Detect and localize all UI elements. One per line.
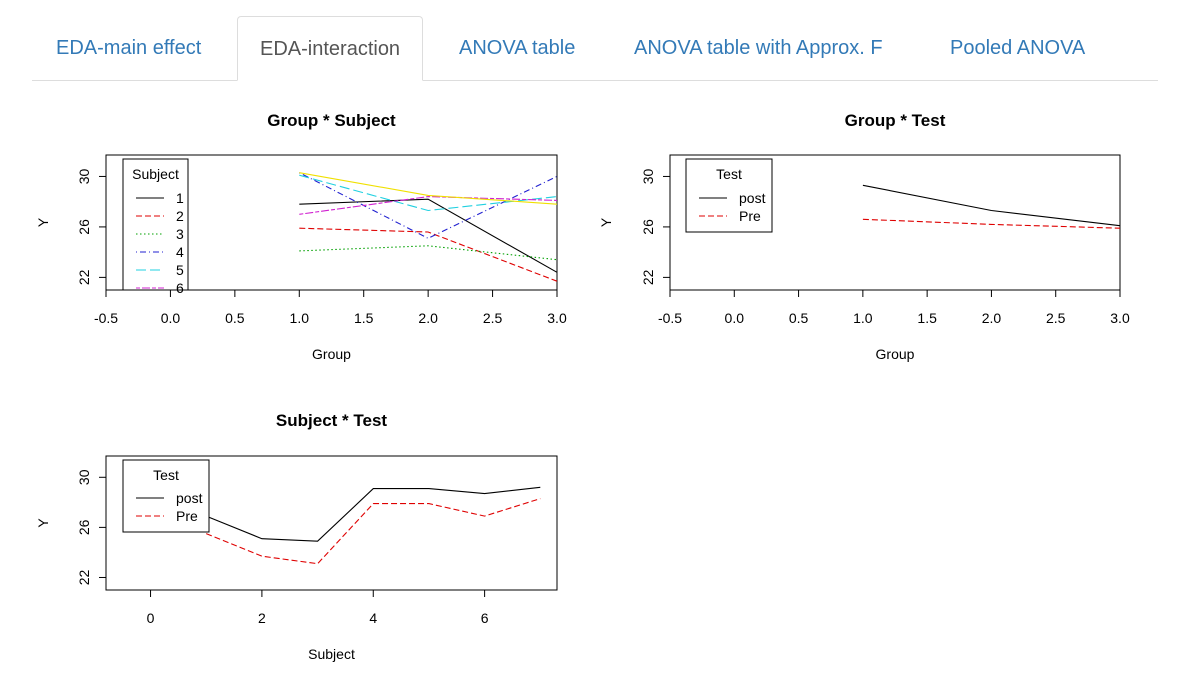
- series-line-Pre: [205, 498, 541, 565]
- tab-anova-table[interactable]: ANOVA table: [459, 37, 576, 59]
- chart-title: Subject * Test: [276, 411, 387, 430]
- series-line-extra-6: [299, 172, 558, 205]
- tab-bar: EDA-main effect EDA-interaction ANOVA ta…: [32, 16, 1158, 81]
- series-line-post: [205, 486, 541, 542]
- x-tick-label: 1.0: [290, 310, 310, 326]
- y-tick-label: 22: [76, 269, 92, 285]
- x-tick-label: 1.0: [853, 310, 873, 326]
- legend: Subject 1 2 3 4 5 6: [122, 158, 189, 296]
- plot-frame: [105, 455, 558, 591]
- x-tick-label: 0.0: [725, 310, 745, 326]
- chart-title: Group * Test: [845, 111, 946, 130]
- x-tick-label: 3.0: [1110, 310, 1130, 326]
- y-tick-label: 22: [640, 269, 656, 285]
- series-line-6: [299, 196, 558, 215]
- legend-title: Test: [716, 166, 742, 182]
- y-tick-label: 26: [76, 519, 92, 535]
- tab-eda-interaction[interactable]: EDA-interaction: [237, 16, 424, 81]
- legend: Test post Pre: [122, 459, 210, 533]
- legend-title: Subject: [132, 166, 179, 182]
- tab-anova-table-approx-f[interactable]: ANOVA table with Approx. F: [634, 37, 883, 59]
- legend-box: [685, 158, 773, 233]
- series-line-4: [299, 172, 558, 239]
- y-axis-label: Y: [598, 217, 614, 227]
- legend-entry: Pre: [176, 508, 198, 524]
- y-tick-label: 30: [76, 469, 92, 485]
- x-tick-label: 2.0: [982, 310, 1002, 326]
- tab-eda-main-effect[interactable]: EDA-main effect: [56, 37, 202, 59]
- y-tick-label: 26: [640, 219, 656, 235]
- x-tick-label: 2.0: [418, 310, 438, 326]
- x-tick-label: 0.5: [225, 310, 245, 326]
- y-tick-label: 22: [76, 569, 92, 585]
- legend-entry: 3: [176, 226, 184, 242]
- x-axis-label: Group: [312, 346, 351, 362]
- series-line-post: [862, 184, 1121, 227]
- series-line-1: [299, 198, 558, 273]
- legend-entry: 5: [176, 262, 184, 278]
- x-tick-label: -0.5: [658, 310, 682, 326]
- x-tick-label: 2: [258, 610, 266, 626]
- x-tick-label: 0.5: [789, 310, 809, 326]
- y-tick-label: 30: [76, 168, 92, 184]
- legend-box: [122, 158, 189, 291]
- plot-frame: [669, 154, 1121, 291]
- y-axis-label: Y: [35, 518, 51, 528]
- x-tick-label: 3.0: [547, 310, 567, 326]
- chart-panel-3: Subject * Test 0 2 4 6 22 26 30 Subject Y Test post…: [35, 411, 558, 662]
- series-line-Pre: [862, 218, 1121, 229]
- y-tick-label: 26: [76, 219, 92, 235]
- chart-panel-1: Group * Subject -0.5 0.0 0.5 1.0 1.5 2.0 2.5 3.0…: [35, 111, 567, 362]
- plot-frame: [105, 154, 558, 291]
- x-tick-label: 1.5: [917, 310, 937, 326]
- legend-entry: Pre: [739, 208, 761, 224]
- x-axis-label: Group: [876, 346, 915, 362]
- legend-box: [122, 459, 210, 533]
- x-tick-label: 1.5: [354, 310, 374, 326]
- x-tick-label: 6: [481, 610, 489, 626]
- chart-title: Group * Subject: [267, 111, 396, 130]
- x-tick-label: 2.5: [1046, 310, 1066, 326]
- legend-entry: 1: [176, 190, 184, 206]
- y-tick-label: 30: [640, 168, 656, 184]
- x-tick-label: -0.5: [94, 310, 118, 326]
- series-line-3: [299, 245, 558, 261]
- x-tick-label: 0.0: [161, 310, 181, 326]
- x-axis-label: Subject: [308, 646, 355, 662]
- x-tick-label: 2.5: [483, 310, 503, 326]
- y-axis-label: Y: [35, 217, 51, 227]
- legend-entry: post: [176, 490, 203, 506]
- legend-entry: 2: [176, 208, 184, 224]
- legend: Test post Pre: [685, 158, 773, 233]
- series-line-2: [299, 227, 558, 282]
- x-tick-label: 4: [369, 610, 377, 626]
- x-tick-label: 0: [147, 610, 155, 626]
- legend-title: Test: [153, 467, 179, 483]
- legend-entry: 6: [176, 280, 184, 296]
- tab-pooled-anova[interactable]: Pooled ANOVA: [950, 37, 1086, 59]
- chart-panel-2: Group * Test -0.5 0.0 0.5 1.0 1.5 2.0 2.5 3.0 22 2…: [598, 111, 1130, 362]
- legend-entry: post: [739, 190, 766, 206]
- legend-entry: 4: [176, 244, 184, 260]
